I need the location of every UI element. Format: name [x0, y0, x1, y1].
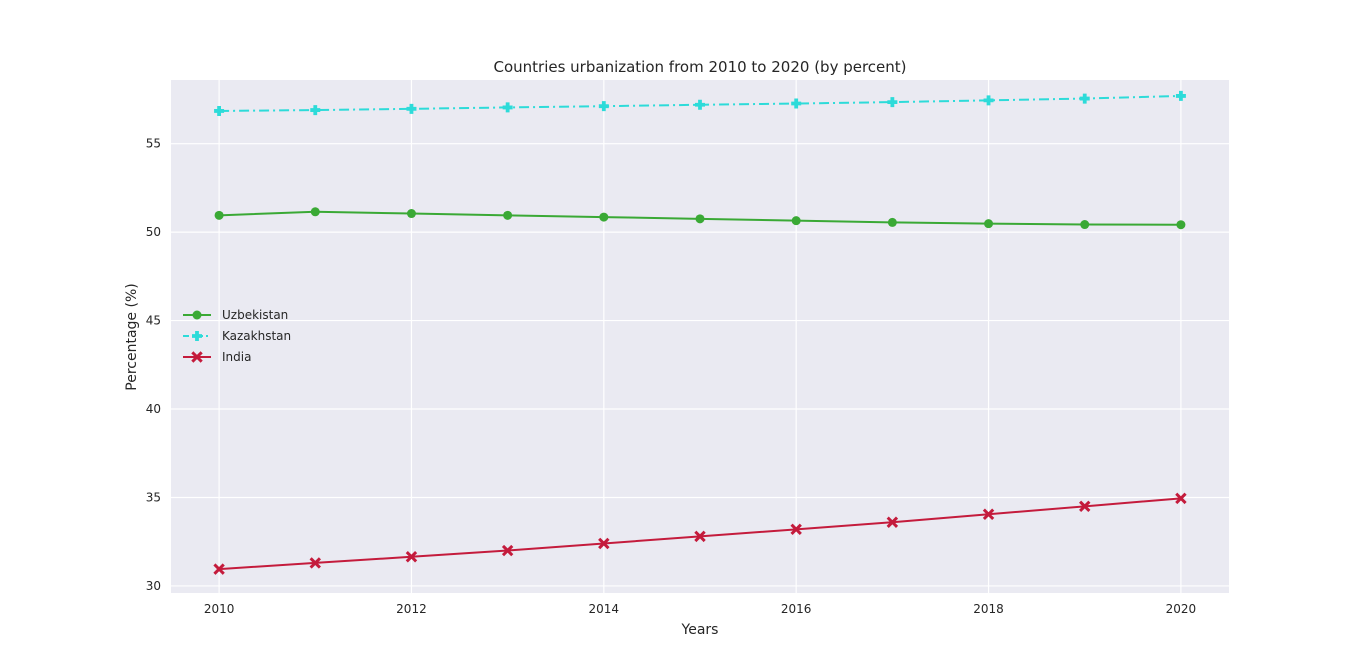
legend-label: Uzbekistan [222, 308, 288, 322]
data-point-uzbekistan [791, 216, 801, 226]
series-kazakhstan [214, 90, 1186, 116]
plot-area [171, 80, 1229, 593]
series-india [213, 492, 1187, 575]
data-point-india [790, 523, 802, 536]
data-point-kazakhstan [983, 95, 994, 106]
x-axis-label: Years [681, 622, 719, 638]
series-uzbekistan [214, 207, 1186, 230]
data-point-uzbekistan [887, 217, 897, 227]
data-point-uzbekistan [503, 210, 513, 220]
data-point-india [982, 508, 995, 521]
legend-entry-kazakhstan: Kazakhstan [183, 329, 291, 343]
data-point-india [1175, 492, 1187, 505]
data-point-kazakhstan [214, 105, 225, 116]
data-point-kazakhstan [791, 98, 802, 109]
x-tick-label: 2016 [781, 602, 812, 616]
y-tick-label: 45 [146, 314, 161, 328]
data-point-uzbekistan [214, 210, 224, 220]
data-point-kazakhstan [502, 102, 513, 113]
y-tick-label: 30 [146, 579, 161, 593]
data-point-india [598, 537, 610, 550]
data-point-kazakhstan [406, 103, 417, 114]
grid-lines [171, 80, 1229, 593]
legend-marker [192, 331, 202, 341]
data-point-kazakhstan [887, 97, 898, 108]
data-point-uzbekistan [599, 212, 609, 222]
data-point-kazakhstan [1175, 90, 1186, 101]
legend-entry-uzbekistan: Uzbekistan [183, 308, 288, 322]
data-point-india [309, 557, 321, 569]
y-tick-labels: 30 35 40 45 50 55 [146, 137, 161, 593]
y-tick-label: 55 [146, 137, 161, 151]
series-layer [213, 90, 1187, 575]
y-tick-label: 50 [146, 225, 161, 239]
data-point-uzbekistan [1176, 220, 1186, 230]
x-tick-label: 2014 [589, 602, 620, 616]
x-tick-label: 2010 [204, 602, 235, 616]
legend-marker [192, 310, 202, 320]
data-point-india [1079, 500, 1091, 513]
x-tick-label: 2018 [973, 602, 1004, 616]
y-axis-label: Percentage (%) [124, 283, 140, 390]
data-point-kazakhstan [310, 105, 321, 116]
data-point-kazakhstan [1079, 93, 1090, 104]
chart-title: Countries urbanization from 2010 to 2020… [493, 58, 906, 76]
legend-label: Kazakhstan [222, 329, 291, 343]
legend-label: India [222, 350, 251, 364]
data-point-india [213, 563, 225, 575]
data-point-uzbekistan [984, 219, 994, 229]
data-point-uzbekistan [310, 207, 320, 217]
legend-entry-india: India [183, 350, 251, 364]
data-point-india [501, 544, 514, 557]
data-point-uzbekistan [1080, 220, 1090, 230]
data-point-india [405, 551, 418, 563]
data-point-uzbekistan [695, 214, 705, 224]
data-point-kazakhstan [695, 99, 705, 110]
x-tick-label: 2012 [396, 602, 427, 616]
x-tick-labels: 2010 2012 2014 2016 2018 2020 [204, 602, 1196, 616]
x-tick-label: 2020 [1166, 602, 1197, 616]
legend-marker [191, 351, 203, 363]
legend: Uzbekistan Kazakhstan India [183, 308, 291, 364]
y-tick-label: 40 [146, 402, 161, 416]
data-point-india [886, 516, 899, 528]
data-point-uzbekistan [406, 209, 416, 219]
y-tick-label: 35 [146, 490, 161, 504]
data-point-kazakhstan [598, 101, 609, 112]
data-point-india [694, 530, 706, 543]
